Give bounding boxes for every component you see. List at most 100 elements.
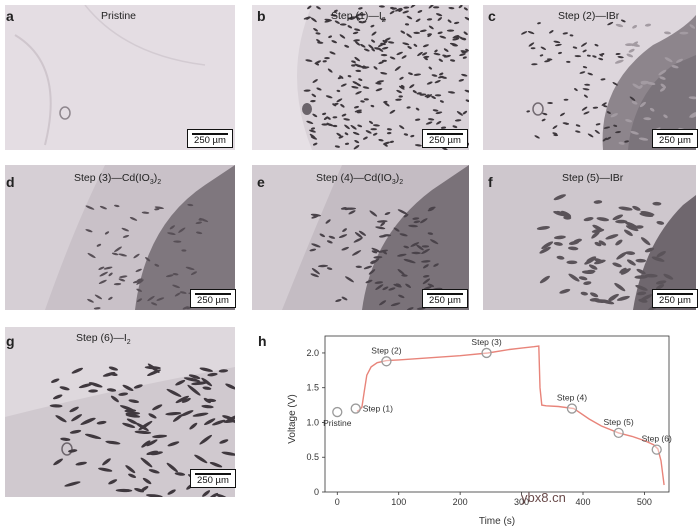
crystal-mark (593, 200, 603, 204)
crystal-mark (311, 268, 320, 275)
crystal-mark (369, 120, 373, 125)
crystal-mark (410, 134, 415, 138)
crystal-mark (546, 58, 553, 61)
crystal-mark (334, 145, 340, 148)
crystal-mark (351, 64, 356, 67)
crystal-mark (326, 240, 333, 244)
crystal-mark (134, 430, 152, 434)
crystal-mark (351, 60, 356, 63)
crystal-mark (646, 81, 656, 86)
crystal-mark (370, 104, 375, 108)
crystal-mark (625, 251, 636, 255)
crystal-mark (396, 89, 402, 94)
crystal-mark (306, 120, 314, 125)
crystal-mark (689, 112, 696, 118)
crystal-mark (465, 99, 469, 102)
crystal-mark (336, 132, 342, 137)
crystal-mark (414, 144, 422, 147)
crystal-mark (462, 110, 468, 115)
crystal-mark (574, 55, 582, 58)
crystal-mark (341, 296, 348, 301)
crystal-mark (413, 220, 421, 224)
crystal-mark (443, 48, 449, 52)
crystal-mark (147, 363, 160, 373)
crystal-mark (368, 44, 374, 50)
crystal-mark (427, 207, 435, 212)
crystal-mark (403, 133, 409, 136)
crystal-mark (310, 127, 316, 130)
scale-bar-b: 250 µm (422, 129, 468, 148)
crystal-mark (593, 258, 604, 263)
crystal-mark (406, 33, 412, 38)
crystal-mark (218, 369, 229, 373)
crystal-mark (353, 145, 360, 150)
crystal-mark (563, 98, 569, 101)
crystal-mark (358, 7, 363, 10)
crystal-mark (354, 63, 361, 68)
crystal-mark (405, 259, 416, 264)
crystal-mark (85, 229, 93, 233)
crystal-mark (439, 100, 444, 103)
crystal-mark (397, 253, 407, 257)
crystal-mark (422, 44, 429, 48)
crystal-mark (649, 107, 655, 112)
crystal-mark (122, 422, 136, 428)
crystal-mark (98, 266, 105, 270)
crystal-mark (202, 386, 212, 390)
crystal-mark (615, 23, 624, 28)
crystal-mark (581, 106, 588, 111)
crystal-mark (408, 224, 418, 228)
crystal-mark (656, 280, 667, 285)
crystal-mark (521, 31, 528, 35)
crystal-mark (447, 91, 456, 94)
crystal-mark (167, 489, 176, 495)
step-marker (350, 403, 361, 414)
crystal-mark (396, 51, 403, 56)
crystal-mark (126, 418, 138, 425)
crystal-mark (317, 264, 329, 268)
crystal-mark (118, 392, 129, 396)
crystal-mark (644, 273, 658, 278)
x-tick-label: 400 (575, 497, 590, 507)
crystal-mark (78, 383, 94, 389)
crystal-mark (426, 94, 433, 99)
crystal-mark (180, 410, 194, 417)
crystal-mark (422, 275, 430, 278)
crystal-mark (314, 60, 322, 65)
step-annotation: Step (3) (471, 337, 501, 347)
crystal-mark (644, 247, 655, 253)
crystal-mark (421, 245, 430, 248)
crystal-mark (464, 16, 469, 21)
crystal-mark (463, 31, 468, 35)
crystal-mark (146, 450, 159, 455)
crystal-mark (209, 461, 223, 468)
crystal-mark (338, 135, 344, 139)
crystal-mark (403, 213, 409, 218)
panel-title-g: Step (6)—I2 (76, 332, 131, 347)
crystal-mark (165, 412, 182, 416)
crystal-mark (375, 226, 386, 230)
crystal-mark (344, 124, 350, 130)
crystal-mark (660, 83, 667, 89)
crystal-mark (379, 300, 387, 306)
crystal-mark (419, 93, 427, 96)
crystal-mark (326, 267, 333, 270)
crystal-mark (94, 294, 103, 300)
crystal-mark (628, 48, 635, 53)
crystal-mark (664, 57, 673, 63)
crystal-mark (221, 451, 235, 456)
crystal-mark (656, 220, 665, 225)
crystal-mark (414, 118, 421, 121)
crystal-mark (108, 366, 119, 371)
crystal-mark (305, 59, 313, 62)
crystal-mark (333, 9, 338, 13)
crystal-mark (638, 137, 649, 141)
crystal-mark (436, 120, 442, 125)
crystal-mark (434, 49, 438, 53)
crystal-mark (136, 298, 143, 303)
crystal-mark (617, 56, 624, 59)
micrograph-f (483, 165, 696, 310)
crystal-mark (201, 377, 213, 387)
x-tick-label: 0 (335, 497, 340, 507)
crystal-mark (375, 284, 384, 290)
